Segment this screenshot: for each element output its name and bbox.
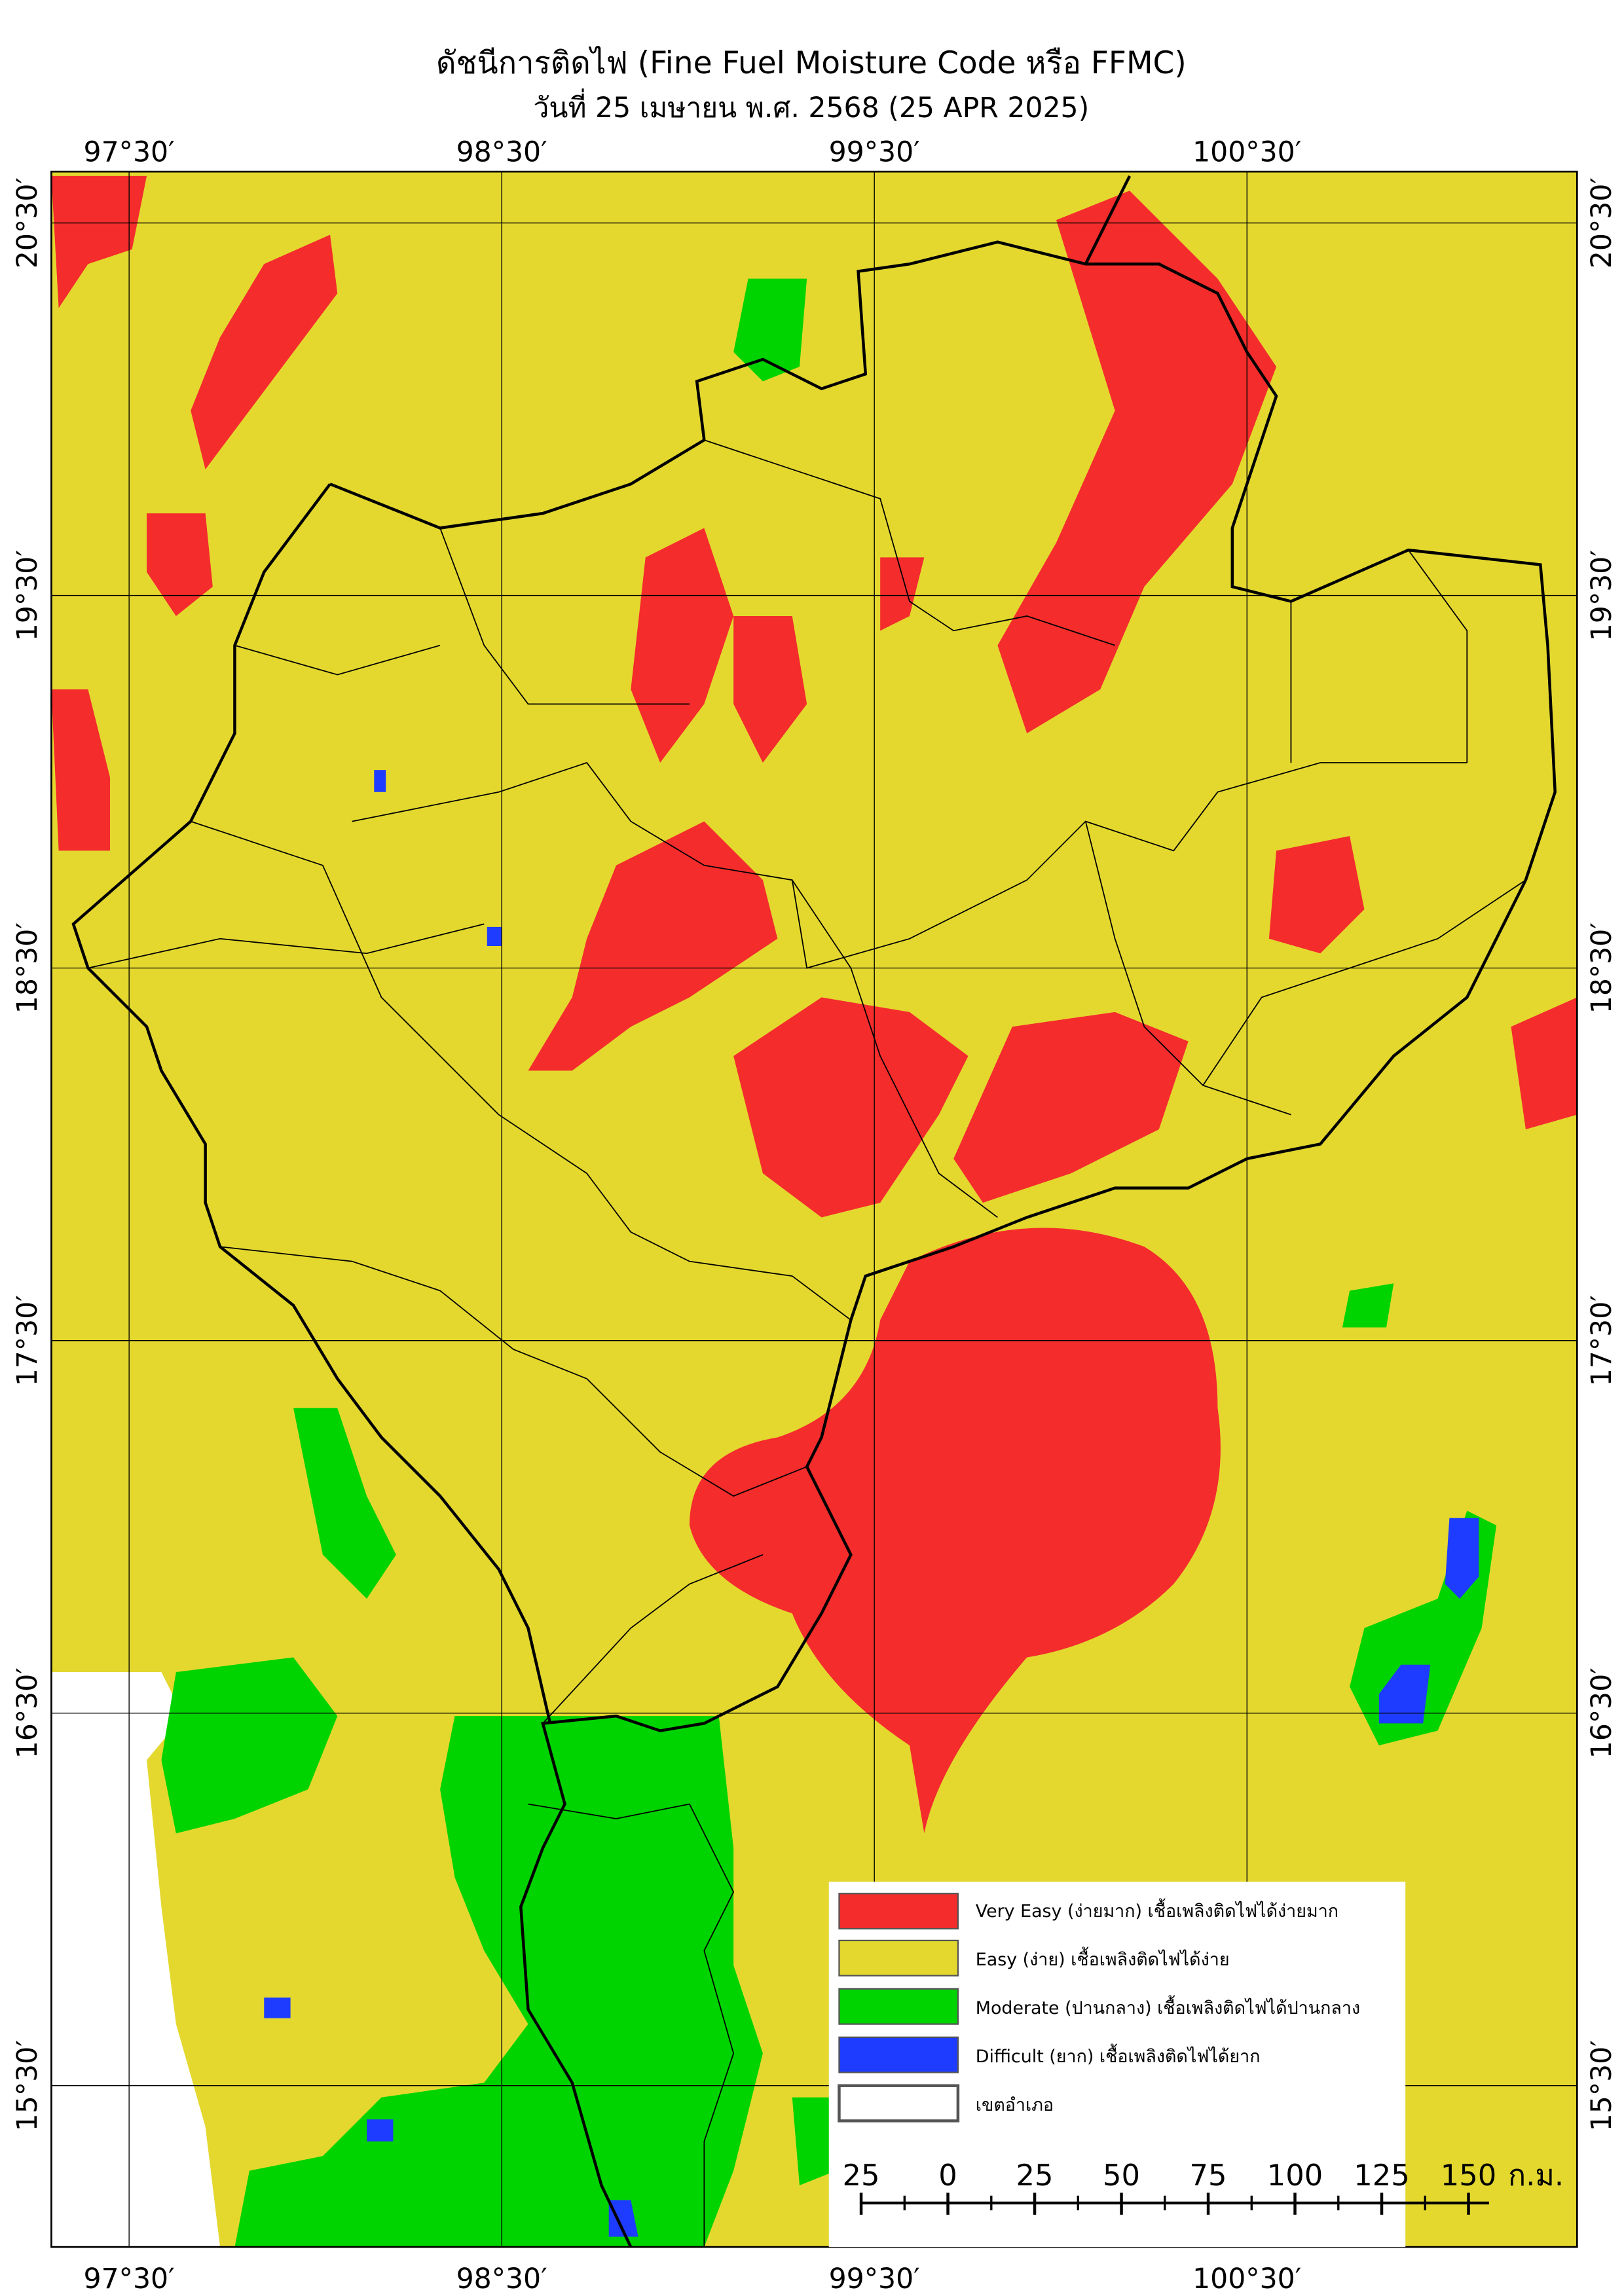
latitude-label: 19°30′ bbox=[1585, 550, 1618, 641]
latitude-label: 15°30′ bbox=[11, 2040, 44, 2131]
legend-swatch bbox=[838, 1939, 959, 1977]
legend-swatch bbox=[838, 2084, 960, 2123]
longitude-label: 99°30′ bbox=[829, 2263, 920, 2295]
scale-label: 75 bbox=[1190, 2158, 1227, 2193]
latitude-label: 16°30′ bbox=[1585, 1667, 1618, 1758]
latitude-label: 17°30′ bbox=[11, 1295, 44, 1386]
title: ดัชนีการติดไฟ (Fine Fuel Moisture Code ห… bbox=[436, 45, 1187, 81]
map bbox=[50, 170, 1578, 2248]
red-area bbox=[51, 175, 213, 851]
red-area bbox=[689, 1228, 1221, 1834]
legend-label: Moderate (ปานกลาง) เชื้อเพลิงติดไฟได้ปาน… bbox=[976, 1995, 1360, 2018]
scale-label: 125 bbox=[1354, 2158, 1410, 2193]
longitude-label: 99°30′ bbox=[829, 136, 920, 168]
red-area bbox=[997, 191, 1277, 734]
scale-label: 0 bbox=[938, 2158, 957, 2193]
scale-label: 25 bbox=[843, 2158, 880, 2193]
green-area bbox=[234, 1716, 763, 2248]
green-area bbox=[161, 1657, 338, 1834]
legend-label: Difficult (ยาก) เชื้อเพลิงติดไฟได้ยาก bbox=[976, 2043, 1261, 2067]
scale-label: 25 bbox=[1016, 2158, 1054, 2193]
legend-swatch bbox=[838, 2036, 959, 2073]
difficult-areas bbox=[264, 770, 1479, 2237]
subtitle: วันที่ 25 เมษายน พ.ศ. 2568 (25 APR 2025) bbox=[534, 88, 1090, 124]
scale-label: 150 bbox=[1441, 2158, 1497, 2193]
latitude-label: 18°30′ bbox=[11, 922, 44, 1013]
scale-bar: 25 0 25 50 75 100 125 150 ก.ม. bbox=[843, 2158, 1564, 2215]
district-boundaries bbox=[71, 175, 1557, 2248]
legend-swatch bbox=[838, 1893, 959, 1930]
longitude-label: 100°30′ bbox=[1192, 136, 1301, 168]
legend-label: Very Easy (ง่ายมาก) เชื้อเพลิงติดไฟได้ง่… bbox=[976, 1898, 1338, 1922]
legend-labels: Very Easy (ง่ายมาก) เชื้อเพลิงติดไฟได้ง่… bbox=[976, 1898, 1360, 2115]
longitude-label: 98°30′ bbox=[456, 2263, 547, 2295]
red-area bbox=[191, 234, 338, 469]
scale-label: 100 bbox=[1267, 2158, 1323, 2193]
legend-label: Easy (ง่าย) เชื้อเพลิงติดไฟได้ง่าย bbox=[976, 1946, 1230, 1970]
very-easy-areas bbox=[51, 175, 1578, 1834]
longitude-label: 100°30′ bbox=[1192, 2263, 1301, 2295]
red-area bbox=[733, 997, 969, 1218]
latitude-label: 20°30′ bbox=[11, 177, 44, 268]
longitude-label: 98°30′ bbox=[456, 136, 547, 168]
latitude-label: 19°30′ bbox=[11, 550, 44, 641]
scale-unit: ก.ม. bbox=[1508, 2158, 1564, 2193]
scale-label: 50 bbox=[1103, 2158, 1140, 2193]
red-area bbox=[953, 1011, 1189, 1203]
map-frame bbox=[50, 170, 1578, 2248]
latitude-label: 18°30′ bbox=[1585, 922, 1618, 1013]
latitude-label: 16°30′ bbox=[11, 1667, 44, 1758]
sea bbox=[51, 1671, 221, 2248]
legend-label: เขตอำเภอ bbox=[976, 2095, 1054, 2115]
latitude-label: 17°30′ bbox=[1585, 1295, 1618, 1386]
latitude-label: 20°30′ bbox=[1585, 177, 1618, 268]
green-area bbox=[293, 278, 807, 1599]
legend: Very Easy (ง่ายมาก) เชื้อเพลิงติดไฟได้ง่… bbox=[828, 1882, 1564, 2248]
graticule bbox=[51, 172, 1578, 2248]
longitude-label: 97°30′ bbox=[84, 2263, 175, 2295]
longitude-label: 97°30′ bbox=[84, 136, 175, 168]
latitude-label: 15°30′ bbox=[1585, 2040, 1618, 2131]
blue-area bbox=[1378, 1518, 1479, 1724]
legend-swatch bbox=[838, 1988, 959, 2025]
red-area bbox=[528, 821, 778, 1071]
